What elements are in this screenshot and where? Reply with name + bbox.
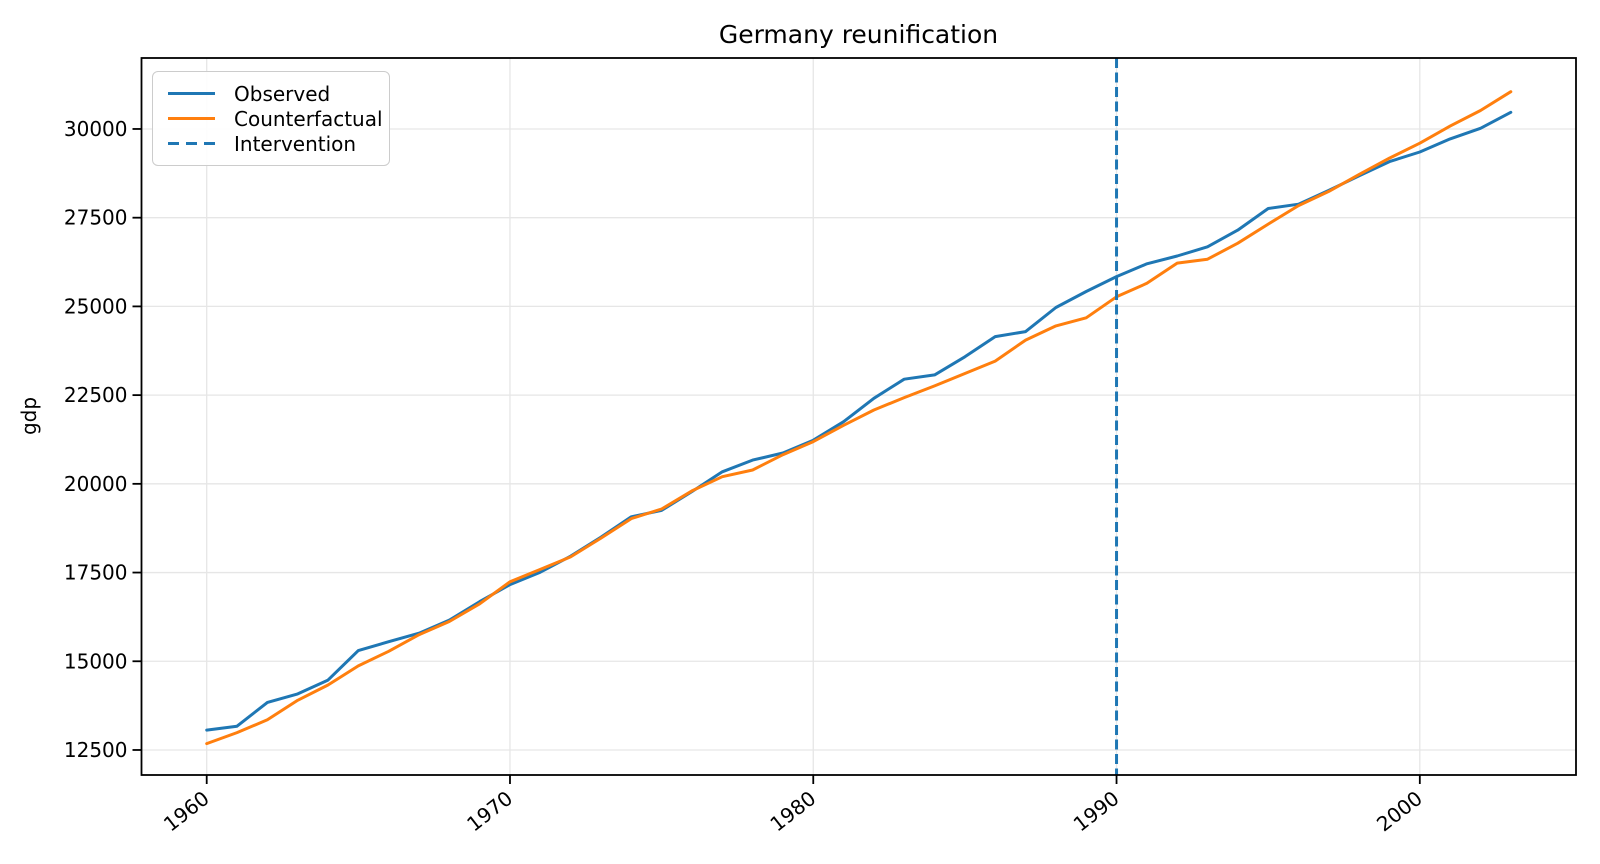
legend-label-counterfactual: Counterfactual: [234, 106, 383, 131]
x-tick-label: 1990: [1069, 786, 1124, 836]
legend-item-observed: Observed: [161, 81, 377, 106]
observed-line: [205, 110, 1513, 732]
legend-label-observed: Observed: [234, 81, 331, 106]
y-tick-label: 22500: [64, 383, 128, 407]
y-tick-label: 25000: [64, 294, 128, 318]
grid-layer: [141, 58, 1576, 775]
y-tick-label: 30000: [64, 117, 128, 141]
counterfactual-line-swatch: [168, 117, 215, 120]
y-tick-label: 15000: [64, 649, 128, 673]
legend[interactable]: Observed Counterfactual Intervention: [152, 71, 390, 166]
x-tick-label: 1960: [159, 786, 214, 836]
y-tick-label: 27500: [64, 206, 128, 230]
axis-layer: 1960 1970 1980 1990 2000 12500 15000 17500 20000…: [64, 57, 1577, 836]
y-axis-label: gdp: [17, 397, 41, 435]
legend-label-intervention: Intervention: [234, 131, 357, 156]
y-tick-label: 12500: [64, 738, 128, 762]
x-tick-label: 1970: [462, 786, 517, 836]
y-tick-label: 20000: [64, 472, 128, 496]
counterfactual-line: [205, 90, 1513, 746]
chart-title: Germany reunification: [718, 20, 999, 49]
plot-border: [140, 57, 1577, 776]
series-layer: [205, 58, 1513, 775]
intervention-line-swatch: [168, 142, 215, 145]
x-tick-label: 2000: [1372, 786, 1427, 836]
legend-item-counterfactual: Counterfactual: [161, 106, 383, 131]
x-tick-label: 1980: [765, 786, 820, 836]
observed-line-swatch: [168, 92, 215, 95]
legend-item-intervention: Intervention: [161, 131, 377, 156]
y-tick-label: 17500: [64, 561, 128, 585]
